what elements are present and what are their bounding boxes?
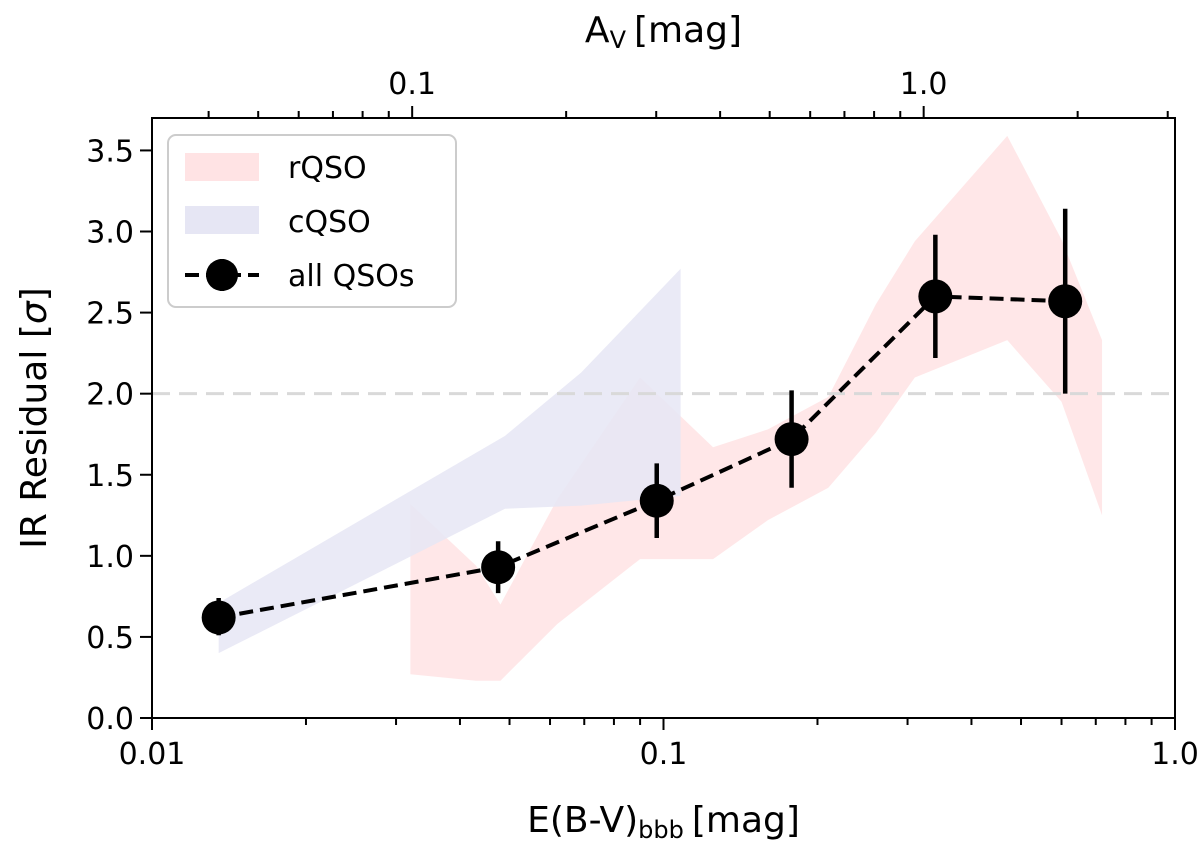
all-qsos-line: [218, 294, 1066, 620]
y-tick-label: 1.5: [86, 459, 134, 494]
x-tick-label: 0.01: [119, 737, 186, 772]
legend-label-allqsos: all QSOs: [288, 259, 415, 294]
y-axis-title-symbol: σ: [14, 300, 55, 324]
x-axis-title-unit: [mag]: [692, 800, 800, 841]
rqso-band: [410, 135, 1103, 681]
y-axis-title-main: IR Residual [: [14, 324, 55, 549]
top-axis-title-main: A: [585, 10, 610, 51]
all-qsos-point: [918, 279, 953, 314]
legend-label-rqso: rQSO: [288, 151, 367, 186]
y-axis-title: IR Residual [σ]: [14, 287, 55, 548]
x-axis-title: E(B-V)bbb [mag]: [527, 800, 800, 844]
all-qsos-point: [201, 600, 236, 635]
y-tick-label: 0.0: [86, 702, 134, 737]
all-qsos-point: [774, 422, 809, 457]
x-axis-title-main: E(B-V): [527, 800, 638, 841]
legend: rQSO cQSO all QSOs: [167, 134, 457, 308]
y-tick-label: 0.5: [86, 621, 134, 656]
x-tick-label: 0.1: [640, 737, 688, 772]
y-axis-title-end: ]: [14, 287, 55, 301]
legend-swatch-cqso: [185, 206, 259, 234]
all-qsos-point: [639, 483, 674, 518]
y-tick-label: 3.5: [86, 134, 134, 169]
x-axis-title-sub: bbb: [638, 816, 684, 844]
y-tick-label: 1.0: [86, 540, 134, 575]
top-tick-label: 1.0: [900, 67, 948, 102]
legend-label-cqso: cQSO: [288, 205, 371, 240]
top-tick-label: 0.1: [388, 67, 436, 102]
cqso-band: [218, 268, 681, 654]
top-axis-title-sub: V: [610, 26, 627, 54]
y-tick-label: 3.0: [86, 216, 134, 251]
legend-swatch-marker-allqsos: [206, 259, 238, 291]
x-tick-label: 1.0: [1151, 737, 1199, 772]
all-qsos-point: [481, 550, 516, 585]
all-qsos-point: [1048, 284, 1083, 319]
y-tick-label: 2.0: [86, 378, 134, 413]
top-axis-title-unit: [mag]: [634, 10, 742, 51]
plot-area: [152, 135, 1175, 681]
legend-swatch-rqso: [185, 153, 259, 181]
top-axis-title: AV [mag]: [585, 10, 742, 54]
y-tick-label: 2.5: [86, 297, 134, 332]
